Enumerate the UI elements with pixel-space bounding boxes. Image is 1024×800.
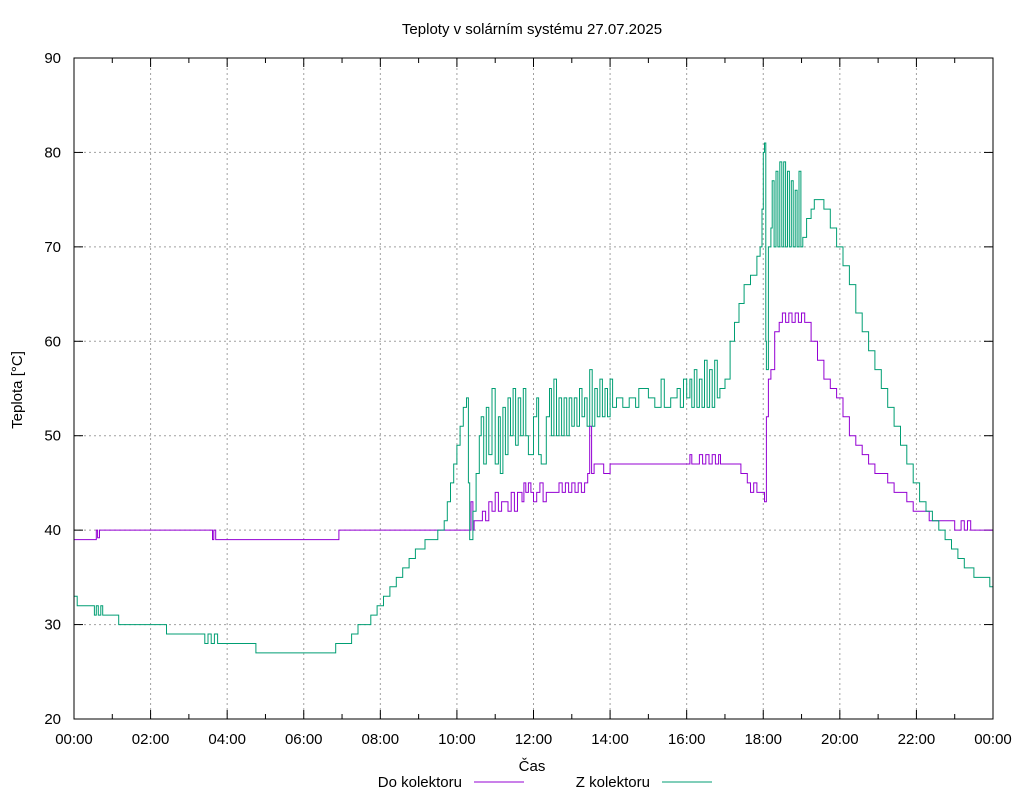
plot-border — [73, 57, 994, 720]
x-tick-label: 02:00 — [132, 731, 170, 748]
series-layer — [74, 142, 993, 654]
tick-labels: 20 30 40 50 60 70 80 90 00:00 02:00 04:00 06:00 08:0… — [44, 50, 1011, 748]
x-tick-label: 12:00 — [515, 731, 553, 748]
x-tick-label: 20:00 — [821, 731, 859, 748]
legend-label-z-kolektoru: Z kolektoru — [576, 774, 650, 791]
x-tick-label: 00:00 — [55, 731, 93, 748]
x-tick-label: 16:00 — [668, 731, 706, 748]
legend-label-do-kolektoru: Do kolektoru — [378, 774, 462, 791]
y-tick-label: 30 — [44, 617, 61, 634]
y-axis-label: Teplota [°C] — [9, 351, 26, 429]
y-tick-label: 60 — [44, 333, 61, 350]
series-line-do-kolektoru — [74, 312, 993, 541]
chart-title: Teploty v solárním systému 27.07.2025 — [402, 21, 662, 38]
x-tick-label: 04:00 — [208, 731, 246, 748]
x-tick-label: 08:00 — [362, 731, 400, 748]
x-tick-label: 06:00 — [285, 731, 323, 748]
x-tick-label: 22:00 — [898, 731, 936, 748]
y-tick-label: 20 — [44, 711, 61, 728]
y-tick-label: 70 — [44, 239, 61, 256]
x-tick-label: 10:00 — [438, 731, 476, 748]
y-tick-label: 40 — [44, 522, 61, 539]
x-tick-label: 14:00 — [591, 731, 629, 748]
x-tick-label: 18:00 — [744, 731, 782, 748]
legend: Do kolektoru Z kolektoru — [378, 774, 712, 791]
x-axis-label: Čas — [519, 758, 546, 775]
y-tick-label: 90 — [44, 50, 61, 67]
series-line-z-kolektoru — [74, 142, 993, 654]
x-tick-label: 00:00 — [974, 731, 1012, 748]
y-tick-label: 80 — [44, 144, 61, 161]
y-tick-label: 50 — [44, 428, 61, 445]
